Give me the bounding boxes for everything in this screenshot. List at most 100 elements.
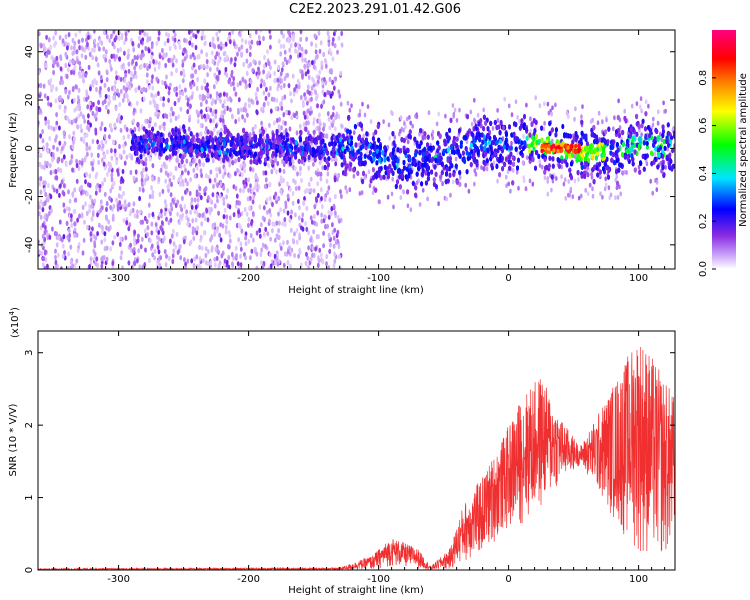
spectrogram-cell <box>249 62 252 68</box>
spectrogram-cell <box>505 174 508 180</box>
spectrogram-cell <box>366 104 370 109</box>
spectrogram-cell <box>127 260 131 266</box>
spectrogram-cell <box>237 209 240 215</box>
spectrogram-cell <box>268 252 272 258</box>
spectrogram-cell <box>316 171 320 177</box>
spectrogram-cell <box>293 87 296 93</box>
spectrogram-cell <box>239 253 242 259</box>
spectrogram-cell <box>80 136 83 142</box>
spectrogram-cell <box>266 49 269 55</box>
spectrogram-cell <box>117 112 121 118</box>
spectrogram-cell <box>164 62 168 69</box>
spectrogram-cell <box>118 153 122 159</box>
spectrogram-cell <box>198 158 201 164</box>
spectrogram-cell <box>161 238 165 244</box>
spectrogram-cell <box>252 237 255 243</box>
spectrogram-cell <box>232 76 236 82</box>
spectrogram-cell <box>225 54 229 60</box>
spectrogram-cell <box>255 265 259 269</box>
spectrogram-cell <box>132 73 136 79</box>
spectrogram-cell <box>60 266 63 269</box>
spectrogram-cell <box>190 258 194 264</box>
spectrogram-cell <box>295 239 299 245</box>
figure-title: C2E2.2023.291.01.42.G06 <box>288 2 462 17</box>
spectrogram-cell <box>124 235 128 241</box>
spectrogram-cell <box>577 177 580 182</box>
spectrogram-cell <box>92 101 95 108</box>
spectrogram-cell <box>105 206 108 212</box>
spectrogram-cell <box>121 97 125 103</box>
spectrogram-cell <box>70 222 74 228</box>
spectrogram-cell <box>44 191 48 197</box>
spectrogram-cell <box>86 119 90 125</box>
spectrogram-cell <box>110 85 114 92</box>
spectrogram-cell <box>276 261 280 267</box>
spectrogram-cell <box>235 199 239 206</box>
spectrogram-cell <box>655 187 659 193</box>
spectrogram-cell <box>101 225 105 231</box>
spectrogram-cell <box>118 185 122 191</box>
spectrogram-cell <box>175 157 179 163</box>
spectrogram-cell <box>142 96 146 102</box>
spectrogram-cell <box>291 190 295 197</box>
spectrogram-cell <box>73 232 77 238</box>
spectrogram-cell <box>256 187 259 193</box>
spectrogram-cell <box>211 224 215 230</box>
spectrogram-cell <box>340 193 343 199</box>
spectrogram-cell <box>215 51 219 57</box>
spectrogram-cell <box>118 241 122 247</box>
spectrogram-cell <box>119 47 123 53</box>
spectrogram-cell <box>275 256 279 262</box>
spectrogram-cell <box>615 185 619 191</box>
spectrogram-cell <box>38 204 42 210</box>
spectrogram-cell <box>109 123 113 129</box>
spectrogram-cell <box>121 204 125 210</box>
spectrogram-cell <box>73 227 77 233</box>
spectrogram-cell <box>326 111 330 117</box>
spectrogram-cell <box>192 263 196 269</box>
spectrogram-cell <box>298 123 302 129</box>
spectrogram-cell <box>80 160 84 166</box>
spectrogram-cell <box>269 44 272 50</box>
spectrogram-cell <box>162 52 166 58</box>
spectrogram-cell <box>216 76 220 82</box>
spectrogram-cell <box>300 159 304 165</box>
spectrogram-cell <box>153 103 157 109</box>
spectrogram-cell <box>178 44 182 50</box>
spectrogram-cell <box>127 68 131 74</box>
spectrogram-cell <box>569 186 573 192</box>
spectrogram-cell <box>211 98 215 104</box>
spectrogram-cell <box>78 65 82 71</box>
spectrogram-cell <box>531 181 535 187</box>
spectrogram-cell <box>42 256 46 262</box>
spectrogram-cell <box>325 133 329 139</box>
spectrogram-cell <box>62 154 66 160</box>
spectrogram-cell <box>271 201 274 208</box>
spectrogram-cell <box>179 255 183 261</box>
spectrogram-cell <box>224 66 228 73</box>
spectrogram-cell <box>198 95 202 101</box>
spectrogram-cell <box>212 42 215 48</box>
spectrogram-cell <box>104 57 108 63</box>
spectrogram-cell <box>129 242 133 248</box>
spectrogram-cell <box>106 149 109 155</box>
spectrogram-cell <box>89 194 92 200</box>
spectrogram-cell <box>102 30 106 36</box>
spectrogram-cell <box>327 41 331 48</box>
spectrogram-cell <box>609 192 613 198</box>
spectrogram-cell <box>83 133 87 140</box>
spectrogram-cell <box>71 167 74 173</box>
spectrogram-cell <box>81 250 85 256</box>
spectrogram-cell <box>274 191 278 197</box>
spectrogram-cell <box>307 165 311 171</box>
spectrogram-cell <box>323 196 327 203</box>
spectrogram-cell <box>331 41 335 47</box>
spectrogram-cell <box>62 234 66 240</box>
spectrogram-cell <box>197 111 201 117</box>
spectrogram-cell <box>268 181 272 187</box>
spectrogram-cell <box>179 70 183 76</box>
spectrogram-cell <box>216 95 220 101</box>
spectrogram-cell <box>148 257 151 264</box>
spectrogram-cell <box>301 212 305 218</box>
spectrogram-cell <box>257 70 261 76</box>
